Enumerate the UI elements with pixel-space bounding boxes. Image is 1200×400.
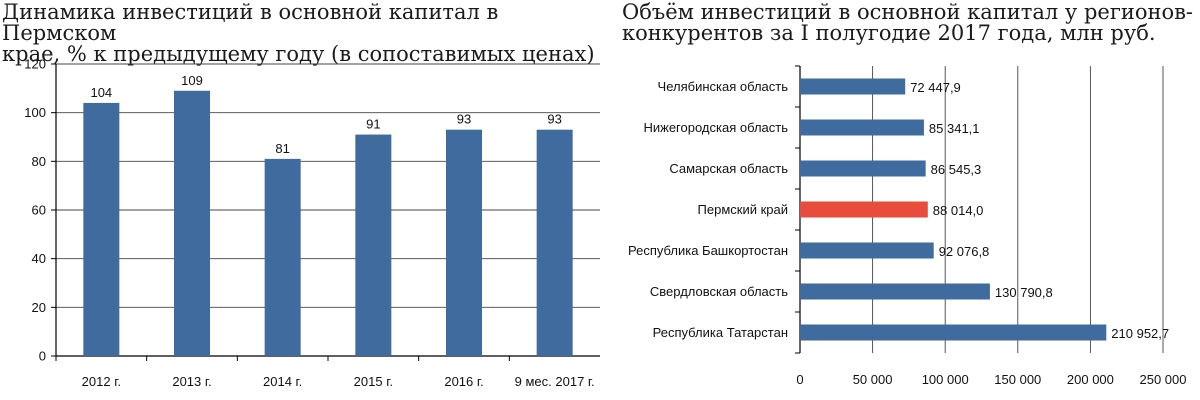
y-tick-label: 80 (32, 154, 46, 169)
y-tick-label: 60 (32, 203, 46, 218)
data-label: 81 (275, 141, 289, 156)
bar (800, 201, 928, 218)
bar (536, 129, 573, 356)
x-tick-label: 2015 г. (354, 374, 393, 389)
chart-title-investment-dynamics: Динамика инвестиций в основной капитал в… (2, 2, 602, 65)
data-label: 85 341,1 (929, 121, 980, 136)
bar (83, 102, 120, 356)
x-tick-label: 2016 г. (444, 374, 483, 389)
y-tick-label: 20 (32, 300, 46, 315)
data-label: 72 447,9 (910, 80, 961, 95)
x-tick-label: 150 000 (994, 372, 1041, 387)
bar (355, 134, 392, 356)
title-line: крае, % к предыдущему году (в сопоставим… (2, 42, 595, 66)
data-label: 91 (366, 117, 380, 132)
data-label: 93 (457, 112, 471, 127)
title-line: Объём инвестиций в основной капитал у ре… (622, 0, 1194, 24)
x-tick-label: 2013 г. (172, 374, 211, 389)
y-tick-label: Республика Башкортостан (628, 243, 788, 258)
chart-title-regional-investment: Объём инвестиций в основной капитал у ре… (622, 2, 1200, 44)
title-line: конкурентов за I полугодие 2017 года, мл… (622, 21, 1156, 45)
data-label: 109 (181, 73, 203, 88)
bar (800, 242, 934, 259)
title-line: Динамика инвестиций в основной капитал в… (2, 0, 499, 45)
bar (800, 283, 990, 300)
bar (800, 78, 906, 95)
y-tick-label: Самарская область (669, 161, 788, 176)
x-tick-label: 200 000 (1067, 372, 1114, 387)
y-tick-label: 120 (24, 57, 46, 72)
y-tick-label: Нижегородская область (643, 120, 788, 135)
bar (800, 324, 1107, 341)
bar (446, 129, 482, 356)
data-label: 130 790,8 (995, 285, 1053, 300)
data-label: 88 014,0 (933, 203, 984, 218)
y-tick-label: 100 (24, 105, 46, 120)
regional-investment-chart: 0 50 000 100 000 150 000 200 000 250 000 72 44… (628, 65, 1187, 387)
x-tick-label: 250 000 (1140, 372, 1187, 387)
bar (800, 119, 924, 136)
y-tick-label: Свердловская область (650, 284, 788, 299)
data-label: 86 545,3 (931, 162, 982, 177)
y-tick-label: Челябинская область (658, 79, 789, 94)
x-tick-label: 9 мес. 2017 г. (515, 374, 595, 389)
y-tick-label: 0 (39, 349, 46, 364)
y-tick-label: Республика Татарстан (653, 325, 788, 340)
x-tick-label: 2014 г. (263, 374, 302, 389)
data-label: 210 952,7 (1111, 326, 1169, 341)
x-tick-label: 50 000 (853, 372, 893, 387)
x-tick-label: 100 000 (922, 372, 969, 387)
data-label: 93 (547, 112, 561, 127)
x-tick-label: 2012 г. (82, 374, 121, 389)
y-tick-label: Пермский край (698, 202, 788, 217)
y-tick-label: 40 (32, 251, 46, 266)
bar (800, 160, 926, 177)
data-label: 92 076,8 (939, 244, 990, 259)
bar (264, 158, 301, 356)
x-tick-label: 0 (796, 372, 803, 387)
data-label: 104 (90, 85, 112, 100)
bar (174, 90, 210, 357)
investment-dynamics-chart: 0 20 40 60 80 100 120 104 2012 г. 109 2013 г. 81 201… (24, 57, 600, 389)
